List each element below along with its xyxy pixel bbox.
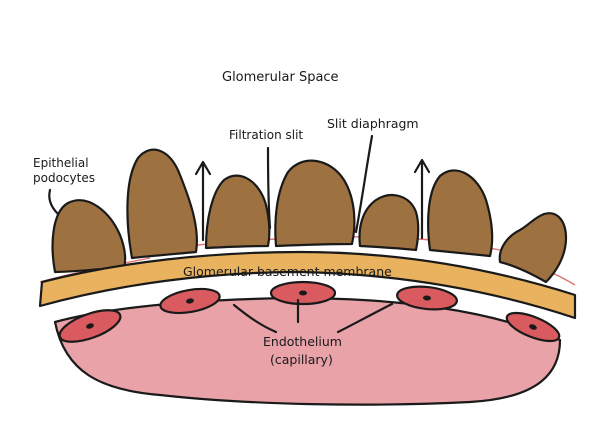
- endothelial-cell: [159, 287, 221, 315]
- glomerular-space-label: Glomerular Space: [222, 70, 339, 85]
- endothelial-cell: [396, 285, 458, 311]
- podocytes: [51, 148, 568, 284]
- arrow-head-icon: [194, 160, 212, 176]
- filtration-slit-label: Filtration slit: [229, 128, 303, 142]
- endothelial-cell: [58, 309, 122, 343]
- capillary-lumen: [53, 296, 562, 406]
- pointer-lines: [48, 134, 394, 334]
- endothelial-cell: [269, 280, 337, 306]
- endothelial-cell: [505, 311, 561, 343]
- podocyte: [498, 212, 568, 284]
- podocyte: [126, 148, 198, 260]
- basement-membrane-label: Glomerular basement membrane: [183, 264, 392, 279]
- podocyte: [427, 169, 494, 258]
- podocyte: [204, 174, 271, 250]
- capillary-label: (capillary): [270, 352, 333, 367]
- filtration-arrows: [194, 158, 431, 242]
- podocyte: [358, 194, 420, 252]
- endothelial-cells: [58, 280, 561, 343]
- arrow-head-icon: [413, 158, 431, 174]
- basement-membrane: [38, 250, 577, 320]
- epithelial-podocytes-label-line2: podocytes: [33, 171, 95, 185]
- epithelial-podocytes-label-line1: Epithelial: [33, 156, 89, 170]
- podocyte: [274, 159, 356, 248]
- endothelium-label: Endothelium: [263, 334, 342, 349]
- slit-diaphragm-label: Slit diaphragm: [327, 116, 419, 131]
- podocyte: [51, 199, 127, 274]
